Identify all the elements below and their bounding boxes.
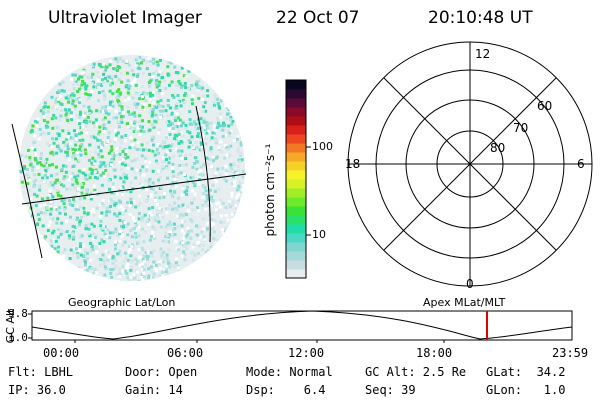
longitude-line-left [11, 123, 43, 259]
imager-disk [11, 55, 247, 281]
xtick-label-1: 06:00 [167, 346, 204, 360]
colorbar [286, 80, 306, 279]
longitude-line-right [195, 105, 211, 243]
xtick-label-0: 00:00 [43, 346, 80, 360]
status-door: Door: Open [125, 365, 198, 379]
colorbar-band [286, 242, 306, 252]
colorbar-band [286, 116, 306, 126]
status-ip: IP: 36.0 [8, 383, 66, 397]
status-glon: GLon: 1.0 [486, 383, 566, 397]
colorbar-band [286, 206, 306, 216]
colorbar-band [286, 233, 306, 243]
time-label: 20:10:48 UT [428, 8, 533, 28]
timeline-right-caption: Apex MLat/MLT [423, 296, 506, 309]
colorbar-band [286, 269, 306, 279]
altitude-curve [31, 310, 573, 340]
ytick-bottom-label: 1.0 [8, 331, 28, 344]
colorbar-band [286, 98, 306, 108]
colorbar-band [286, 107, 306, 117]
geographic-grid-lines [11, 105, 247, 259]
status-mode: Mode: Normal [246, 365, 333, 379]
xtick-label-2: 12:00 [288, 346, 325, 360]
status-filter: Flt: LBHL [8, 365, 74, 379]
polar-label-12: 12 [475, 47, 491, 61]
colorbar-band [286, 134, 306, 144]
xtick-label-3: 18:00 [416, 346, 453, 360]
status-gc-alt: GC Alt: 2.5 Re [365, 365, 467, 379]
status-dsp: Dsp: 6.4 [246, 383, 326, 397]
status-gain: Gain: 14 [125, 383, 183, 397]
colorbar-band [286, 80, 306, 90]
colorbar-band [286, 143, 306, 153]
polar-label-0: 0 [466, 277, 474, 291]
colorbar-band [286, 224, 306, 234]
colorbar-frame [285, 79, 307, 279]
colorbar-band [286, 260, 306, 270]
polar-diagonal-2 [383, 77, 557, 251]
timeline-left-caption: Geographic Lat/Lon [68, 296, 176, 309]
colorbar-band [286, 170, 306, 180]
colorbar-unit-label: photon cm⁻²s⁻¹ [263, 143, 277, 237]
colorbar-band [286, 89, 306, 99]
colorbar-band [286, 125, 306, 135]
timeline-frame [31, 310, 573, 341]
timeline-plot [28, 310, 573, 343]
colorbar-label-100: 100 [312, 140, 333, 153]
status-seq: Seq: 39 [365, 383, 416, 397]
ytick-top-label: 9.8 [8, 307, 28, 320]
date-label: 22 Oct 07 [276, 8, 360, 28]
latitude-line [21, 173, 247, 205]
xtick-label-4: 23:59 [552, 346, 589, 360]
polar-ring-label-70: 70 [513, 121, 529, 135]
colorbar-band [286, 251, 306, 261]
polar-label-18: 18 [345, 157, 361, 171]
colorbar-band [286, 179, 306, 189]
polar-ring-label-80: 80 [490, 141, 506, 155]
status-glat: GLat: 34.2 [486, 365, 566, 379]
colorbar-band [286, 197, 306, 207]
instrument-title: Ultraviolet Imager [48, 8, 202, 28]
polar-ring-label-60: 60 [537, 99, 553, 113]
colorbar-band [286, 188, 306, 198]
disk-speckle [19, 56, 245, 281]
colorbar-band [286, 161, 306, 171]
polar-plot [347, 41, 593, 287]
colorbar-band [286, 215, 306, 225]
polar-label-6: 6 [577, 157, 585, 171]
colorbar-band [286, 152, 306, 162]
colorbar-label-10: 10 [312, 228, 326, 241]
